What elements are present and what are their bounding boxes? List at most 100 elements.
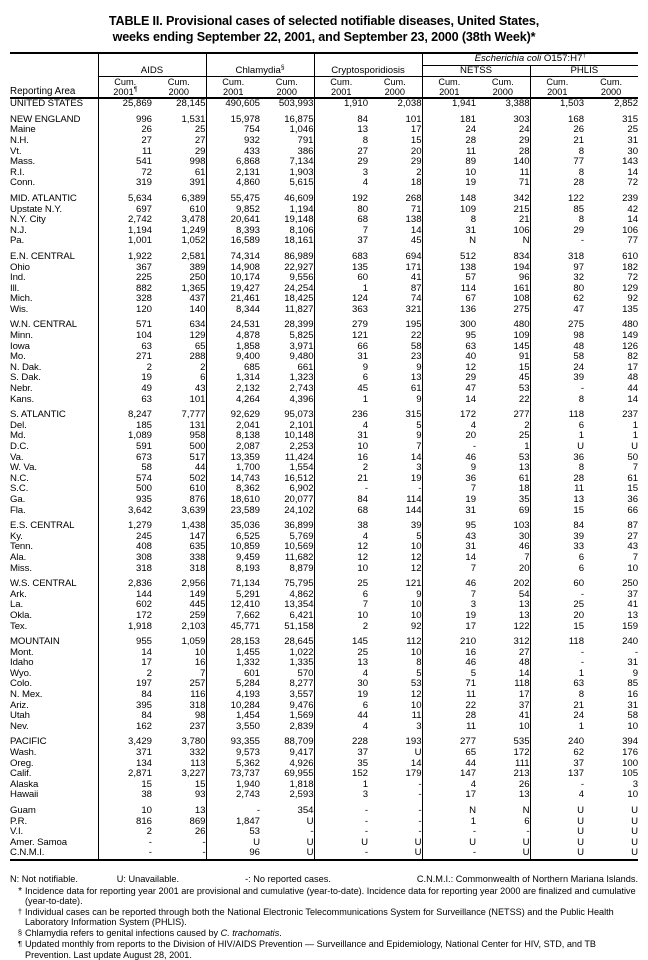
row-value: 2,103: [181, 620, 206, 632]
group-label-netss: NETSS: [460, 64, 493, 76]
row-value: 8,344: [205, 304, 261, 316]
row-value: 63: [529, 679, 585, 691]
spacer-cell: [529, 732, 585, 738]
row-value: 2,852: [584, 97, 639, 110]
row-value: 193: [405, 736, 422, 748]
row-value: 10,859: [205, 542, 261, 553]
row-value: U: [631, 847, 639, 859]
row-value: 683: [313, 251, 369, 263]
row-value: 10,174: [205, 272, 261, 284]
row-area-label: Fla.: [10, 504, 26, 516]
row-value: 145: [513, 340, 530, 352]
row-value: 10: [410, 609, 422, 621]
spacer-cell: [97, 801, 152, 806]
row-value: 1,314: [205, 373, 261, 385]
row-value: 50: [627, 451, 639, 463]
row-value: U: [306, 847, 314, 859]
row-value: 3: [313, 167, 369, 179]
row-value: 28: [421, 711, 477, 722]
row-value: 3: [632, 778, 639, 790]
row-value: 61: [627, 472, 639, 484]
row-value: 4,193: [205, 689, 261, 701]
row-value: 80: [529, 283, 585, 295]
subheader-crypto-2000: Cum. 2000: [368, 76, 423, 99]
row-value: 118: [529, 636, 585, 648]
table-row: Nev. 162 237 3,550 2,839 4 3 11 10 1 10: [10, 721, 638, 733]
row-value: 12,410: [205, 600, 261, 611]
row-value: 6: [313, 373, 369, 385]
spacer-cell: [313, 246, 369, 252]
row-value: 105: [622, 768, 639, 780]
bottom-rule-cell: [476, 859, 531, 872]
row-value: 37: [529, 758, 585, 770]
row-value: 45,771: [205, 621, 261, 633]
table-row: W.S. CENTRAL 2,836 2,956 71,134 75,795 25 121 4…: [10, 579, 638, 590]
row-value: 25: [194, 124, 206, 136]
row-value: 6: [200, 372, 206, 384]
row-value: 63: [97, 394, 152, 406]
spacer-cell: [421, 109, 477, 115]
footnote: ¶ Updated monthly from reports to the Div…: [10, 939, 638, 960]
row-value: 15,978: [205, 114, 261, 126]
row-value: 308: [97, 552, 152, 564]
sub-l2: 2001: [331, 87, 352, 98]
row-value: 2,836: [97, 579, 152, 590]
row-value: 109: [513, 330, 530, 342]
row-value: 36: [421, 473, 477, 485]
spacer-cell: [529, 188, 585, 194]
row-area-label: Va.: [10, 451, 24, 463]
row-value: 7,134: [289, 156, 314, 168]
row-value: 28,645: [284, 636, 314, 648]
row-value: 16,875: [284, 113, 314, 125]
row-value: 4: [313, 178, 369, 189]
row-value: 998: [189, 156, 206, 168]
row-value: -: [418, 805, 422, 816]
row-area-label: W. Va.: [10, 462, 37, 474]
row-value: 61: [194, 166, 206, 178]
header-group-netss: NETSS: [421, 64, 531, 78]
spacer-cell: [97, 516, 152, 522]
row-value: 55,475: [205, 193, 261, 205]
table-row: S.C. 500 610 8,362 6,902- -7 18 11 15: [10, 484, 638, 495]
row-value: 673: [97, 452, 152, 464]
row-value: 271: [97, 352, 152, 363]
header-group-chlamydia: Chlamydia§: [205, 64, 315, 78]
row-value: 11: [529, 484, 585, 495]
row-value: 1,503: [529, 97, 585, 110]
row-value: 21: [529, 700, 585, 712]
row-value: 791: [297, 134, 314, 146]
row-area-label: Ala.: [10, 551, 27, 563]
row-value: 4: [529, 790, 585, 801]
row-value: 28,153: [205, 636, 261, 648]
row-value: 138: [405, 214, 422, 226]
row-value: 14,908: [205, 262, 261, 274]
row-value: 11: [519, 166, 530, 178]
row-value: 935: [97, 494, 152, 506]
row-value: -: [526, 826, 530, 838]
row-value: -: [418, 483, 422, 495]
row-value: 67: [421, 294, 477, 305]
row-value: 1,249: [181, 224, 206, 236]
row-area-label: Calif.: [10, 768, 32, 780]
row-area-label: N.Y. City: [10, 214, 46, 226]
row-area-label: Ind.: [10, 272, 26, 284]
row-value: 1,941: [421, 97, 477, 110]
row-value: 195: [405, 319, 422, 331]
spacer-cell: [205, 109, 261, 115]
row-value: 13,354: [284, 599, 314, 611]
row-value: 391: [189, 177, 206, 189]
row-value: 1,194: [97, 225, 152, 237]
row-area-label: Kans.: [10, 393, 35, 405]
row-value: 112: [406, 636, 422, 648]
row-value: 480: [622, 319, 639, 331]
row-value: 71: [410, 203, 422, 215]
row-value: 38: [97, 790, 152, 801]
row-value: 8,193: [205, 563, 261, 575]
row-value: 1,903: [289, 166, 314, 178]
row-value: 192: [313, 193, 369, 205]
row-value: 17: [518, 689, 530, 701]
row-value: 116: [190, 689, 206, 701]
row-value: 3,227: [181, 768, 206, 780]
table-row: S. Dak. 19 6 1,314 1,323 6 13 29 45 39 48: [10, 372, 638, 385]
row-value: 3: [421, 600, 477, 611]
